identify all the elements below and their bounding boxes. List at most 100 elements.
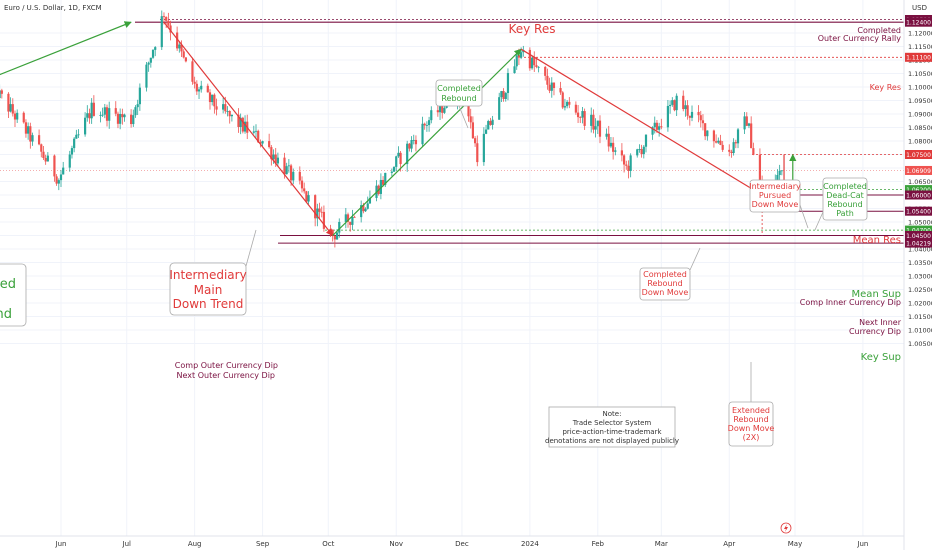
rebound-downmove-arrow (520, 48, 763, 196)
candle-body (70, 148, 74, 155)
svg-text:Main: Main (194, 283, 223, 297)
candle-body (37, 135, 41, 145)
candle-body (506, 73, 510, 94)
candle-body (344, 214, 347, 222)
y-tick-label: 1.01000 (908, 327, 932, 335)
candle-body (329, 228, 332, 230)
candle-body (68, 154, 71, 168)
price-tag: 1.04219 (905, 238, 932, 248)
y-tick-label: 1.00500 (908, 340, 932, 348)
candle-body (715, 141, 718, 143)
candle-body (7, 93, 10, 112)
svg-text:Extended: Extended (732, 406, 770, 415)
candle-body (605, 133, 608, 137)
intermediary-main-downtrend-callout: Intermediary Main Down Trend (169, 229, 257, 316)
candle-body (443, 107, 446, 113)
candle-body (559, 88, 562, 93)
candle-body (182, 51, 185, 58)
x-tick-label: Aug (188, 540, 202, 548)
candle-body (414, 139, 418, 145)
svg-text:Down Move: Down Move (642, 288, 689, 297)
candle-body (22, 112, 25, 123)
comp-inner-label: Comp Inner Currency Dip (800, 298, 901, 307)
x-tick-label: May (788, 540, 802, 548)
candle-body (24, 122, 28, 134)
x-tick-label: Apr (723, 540, 735, 548)
candle-body (285, 166, 288, 175)
candle-body (658, 126, 661, 130)
candle-body (469, 116, 472, 123)
candle-body (92, 102, 95, 116)
candle-body (130, 114, 133, 125)
candle-body (513, 66, 516, 74)
y-tick-label: 1.04000 (908, 246, 932, 254)
candle-body (335, 232, 339, 240)
candle-body (349, 221, 352, 225)
price-tag-bg (905, 17, 932, 27)
candle-body (620, 150, 623, 156)
candle-body (147, 62, 150, 65)
price-tag: 1.06909 (905, 165, 932, 175)
candle-body (690, 111, 694, 118)
y-tick-label: 1.02500 (908, 286, 932, 294)
candle-body (684, 105, 687, 110)
candle-body (552, 82, 556, 89)
candle-body (197, 89, 201, 92)
rebound-arrow (332, 48, 522, 236)
candle-body (230, 114, 233, 117)
price-tag: 1.06000 (905, 190, 932, 200)
candle-body (208, 92, 212, 103)
svg-text:Intermediary: Intermediary (169, 268, 246, 282)
y-tick-label: 1.09500 (908, 97, 932, 105)
candle-body (682, 95, 685, 110)
svg-text:price-action-time-trademark: price-action-time-trademark (562, 428, 662, 436)
candle-body (53, 155, 56, 177)
candle-body (178, 44, 181, 49)
key-res-small-label: Key Res (870, 83, 901, 92)
svg-text:Down Move: Down Move (728, 424, 775, 433)
candle-body (151, 49, 155, 58)
candle-body (237, 114, 240, 127)
candle-body (180, 44, 183, 52)
candle-body (668, 104, 672, 106)
candle-body (594, 126, 597, 130)
candle-body (360, 205, 363, 218)
candle-body (101, 114, 104, 116)
candle-body (581, 111, 584, 118)
candle-body (395, 156, 398, 167)
candle-body (666, 105, 670, 128)
candle-body (561, 92, 564, 108)
candle-body (574, 104, 577, 113)
y-tick-label: 1.08000 (908, 138, 932, 146)
candle-body (222, 104, 225, 110)
candle-body (226, 110, 229, 112)
y-tick-label: 1.11500 (908, 43, 932, 51)
candle-body (719, 140, 722, 145)
candle-body (99, 115, 102, 116)
candle-body (73, 138, 76, 149)
candle-body (16, 112, 19, 120)
candle-body (533, 57, 536, 66)
price-tag: 1.05400 (905, 206, 932, 216)
key-sup-label: Key Sup (861, 352, 901, 363)
price-tag-bg (905, 225, 932, 235)
candle-body (322, 211, 326, 229)
candle-body (292, 171, 295, 181)
candle-body (228, 110, 231, 117)
candle-body (276, 157, 280, 164)
candle-body (191, 61, 194, 82)
candlesticks (0, 10, 783, 248)
candle-body (717, 140, 720, 143)
price-tag-label: 1.06200 (906, 187, 931, 194)
svg-text:eted: eted (0, 277, 16, 292)
rally-arrow (0, 21, 132, 76)
candle-body (421, 123, 424, 145)
candle-body (57, 180, 60, 184)
candle-body (706, 130, 709, 137)
candle-body (651, 127, 654, 135)
y-tick-label: 1.12000 (908, 30, 932, 38)
lightning-icon[interactable] (780, 522, 792, 534)
candle-body (169, 25, 172, 33)
candle-body (758, 154, 762, 183)
